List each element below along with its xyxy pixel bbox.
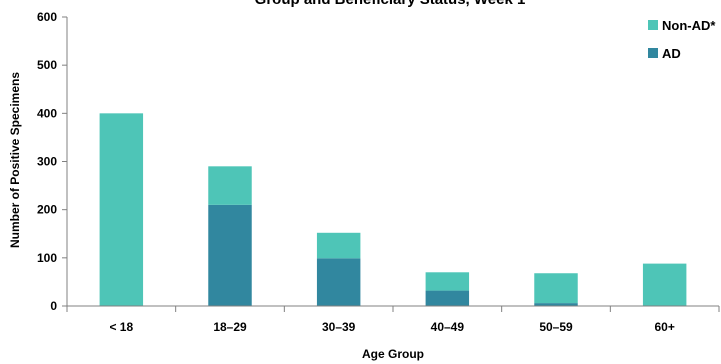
y-axis-label: Number of Positive Specimens: [8, 72, 22, 248]
legend-swatch: [648, 20, 658, 30]
bar-ad: [425, 290, 470, 306]
legend-swatch: [648, 48, 658, 58]
bar-ad: [208, 204, 252, 306]
y-tick-label: 500: [37, 58, 57, 72]
bar-non-ad: [316, 232, 361, 259]
bars: [99, 113, 687, 306]
x-tick-label: 30–39: [322, 320, 356, 334]
bar-ad: [316, 258, 361, 306]
bar-non-ad: [208, 166, 252, 205]
x-tick-label: 18–29: [213, 320, 247, 334]
legend-label: AD: [662, 46, 681, 61]
x-tick-label: < 18: [109, 320, 133, 334]
y-tick-label: 100: [37, 251, 57, 265]
y-axis-ticks: 0 100 200 300 400 500 600: [37, 10, 67, 313]
y-tick-label: 0: [50, 299, 57, 313]
x-tick-label: 40–49: [431, 320, 465, 334]
y-tick-label: 600: [37, 10, 57, 24]
x-tick-label: 50–59: [539, 320, 573, 334]
bar-non-ad: [425, 272, 470, 291]
y-tick-label: 400: [37, 106, 57, 120]
x-axis-ticks: < 18 18–29 30–39 40–49 50–59 60+: [66, 306, 720, 334]
y-tick-label: 300: [37, 155, 57, 169]
legend: Non-AD* AD: [648, 18, 716, 61]
y-tick-label: 200: [37, 203, 57, 217]
bar-non-ad: [642, 263, 687, 306]
chart-title: Group and Beneficiary Status, Week 1: [255, 0, 526, 8]
x-tick-label: 60+: [654, 320, 674, 334]
bar-non-ad: [99, 113, 144, 306]
x-axis-label: Age Group: [362, 347, 424, 361]
legend-label: Non-AD*: [662, 18, 716, 33]
bar-ad: [534, 303, 578, 306]
bar-non-ad: [534, 273, 578, 304]
